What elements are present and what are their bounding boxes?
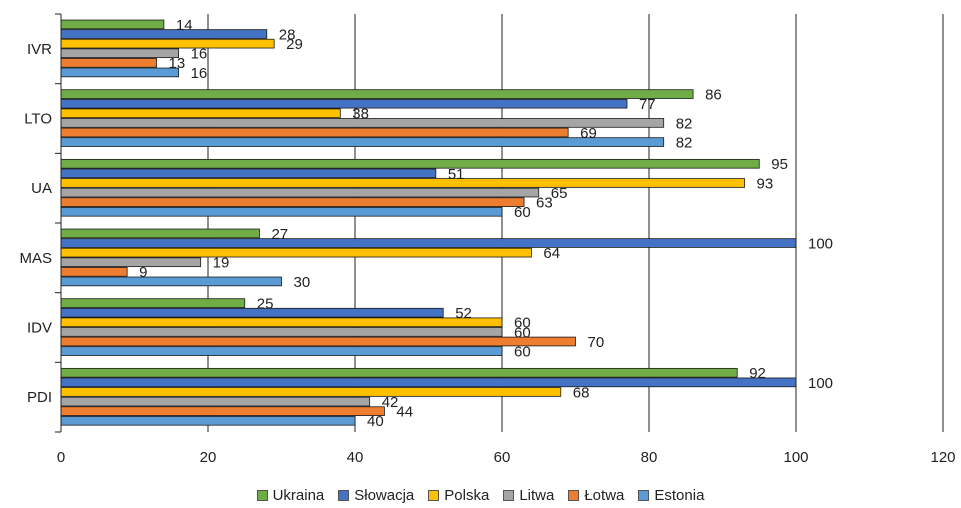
bar-ivr-4	[60, 58, 157, 68]
bar-ivr-0	[60, 19, 165, 30]
bar-pdi-1	[60, 377, 797, 388]
bar-ua-0	[60, 158, 760, 169]
category-label-mas: MAS	[19, 250, 52, 267]
bar-ivr-1	[60, 29, 268, 39]
bar-ivr-5	[60, 67, 179, 78]
bar-lto-2	[60, 108, 341, 119]
bar-ivr-3	[60, 48, 179, 59]
legend-label-lotwa: Łotwa	[584, 487, 625, 504]
data-label-ivr-3: 16	[191, 46, 208, 63]
chart-legend: Ukraina Słowacja Polska Litwa Łotwa Esto…	[0, 487, 961, 504]
data-label-mas-3: 19	[213, 255, 230, 272]
data-label-mas-4: 9	[139, 264, 147, 281]
category-label-idv: IDV	[27, 320, 52, 337]
category-label-ua: UA	[31, 180, 52, 197]
bar-lto-0	[60, 89, 694, 99]
bar-lto-3	[60, 118, 665, 128]
legend-item-litwa: Litwa	[503, 487, 554, 504]
bar-pdi-5	[60, 415, 356, 426]
bar-mas-5	[60, 276, 282, 287]
bar-ua-2	[60, 178, 745, 188]
legend-swatch-lotwa	[568, 490, 580, 501]
data-label-pdi-1: 100	[808, 375, 833, 392]
bar-ivr-2	[60, 38, 275, 49]
data-label-pdi-3: 42	[382, 394, 399, 411]
legend-item-polska: Polska	[428, 487, 489, 504]
bar-ua-5	[60, 206, 503, 217]
x-tick-label: 40	[347, 449, 364, 466]
x-tick-label: 60	[494, 449, 511, 466]
bar-pdi-3	[60, 396, 371, 407]
bar-pdi-2	[60, 387, 562, 397]
data-label-pdi-5: 40	[367, 413, 384, 430]
data-label-lto-1: 77	[639, 96, 656, 113]
bar-ua-1	[60, 168, 437, 179]
legend-item-ukraina: Ukraina	[256, 487, 325, 504]
bar-idv-2	[60, 317, 503, 328]
legend-item-lotwa: Łotwa	[568, 487, 624, 504]
legend-label-estonia: Estonia	[654, 487, 705, 504]
legend-label-slowacja: Słowacja	[354, 487, 415, 504]
data-label-mas-5: 30	[294, 274, 311, 291]
x-tick-label: 20	[200, 449, 217, 466]
data-label-ivr-2: 29	[286, 36, 303, 53]
bar-idv-5	[60, 346, 503, 356]
data-label-pdi-4: 44	[396, 404, 413, 421]
bar-ua-3	[60, 187, 540, 198]
data-label-lto-0: 86	[705, 87, 722, 104]
x-tick-label: 80	[641, 449, 658, 466]
legend-label-ukraina: Ukraina	[272, 487, 325, 504]
data-label-mas-2: 64	[543, 245, 560, 262]
data-label-ua-0: 95	[771, 156, 788, 173]
bar-mas-3	[60, 257, 202, 268]
legend-swatch-ukraina	[256, 490, 268, 501]
bar-lto-4	[60, 127, 569, 138]
legend-label-litwa: Litwa	[519, 487, 555, 504]
legend-swatch-estonia	[638, 490, 650, 501]
bar-pdi-4	[60, 406, 385, 416]
category-label-lto: LTO	[24, 111, 52, 128]
data-label-ivr-1: 28	[279, 26, 296, 43]
data-label-lto-3: 82	[676, 115, 693, 132]
data-label-idv-5: 60	[514, 344, 531, 361]
bar-lto-1	[60, 98, 628, 109]
legend-swatch-polska	[428, 490, 440, 501]
category-label-ivr: IVR	[27, 41, 52, 58]
data-label-ua-5: 60	[514, 204, 531, 221]
category-label-pdi: PDI	[27, 389, 52, 406]
data-label-pdi-2: 68	[573, 384, 590, 401]
legend-item-estonia: Estonia	[638, 487, 704, 504]
data-label-idv-4: 70	[588, 334, 605, 351]
bar-lto-5	[60, 137, 665, 147]
data-label-ua-2: 93	[757, 175, 774, 192]
bar-mas-1	[60, 238, 797, 248]
x-tick-label: 120	[930, 449, 955, 466]
data-label-lto-5: 82	[676, 135, 693, 152]
legend-label-polska: Polska	[444, 487, 490, 504]
bar-idv-3	[60, 327, 503, 337]
data-label-idv-2: 60	[514, 315, 531, 332]
bar-ua-4	[60, 197, 525, 207]
legend-item-slowacja: Słowacja	[338, 487, 414, 504]
bar-mas-2	[60, 247, 532, 258]
bar-mas-0	[60, 228, 260, 239]
bar-idv-0	[60, 298, 246, 308]
x-tick-label: 100	[783, 449, 808, 466]
bar-pdi-0	[60, 367, 738, 378]
legend-swatch-litwa	[503, 490, 515, 501]
data-label-ua-3: 65	[551, 185, 568, 202]
x-tick-label: 0	[57, 449, 65, 466]
data-label-mas-1: 100	[808, 235, 833, 252]
data-label-ua-4: 63	[536, 195, 553, 212]
bar-idv-4	[60, 336, 576, 347]
bar-idv-1	[60, 307, 444, 318]
bar-mas-4	[60, 267, 128, 277]
legend-swatch-slowacja	[338, 490, 350, 501]
data-label-ivr-5: 16	[191, 65, 208, 82]
